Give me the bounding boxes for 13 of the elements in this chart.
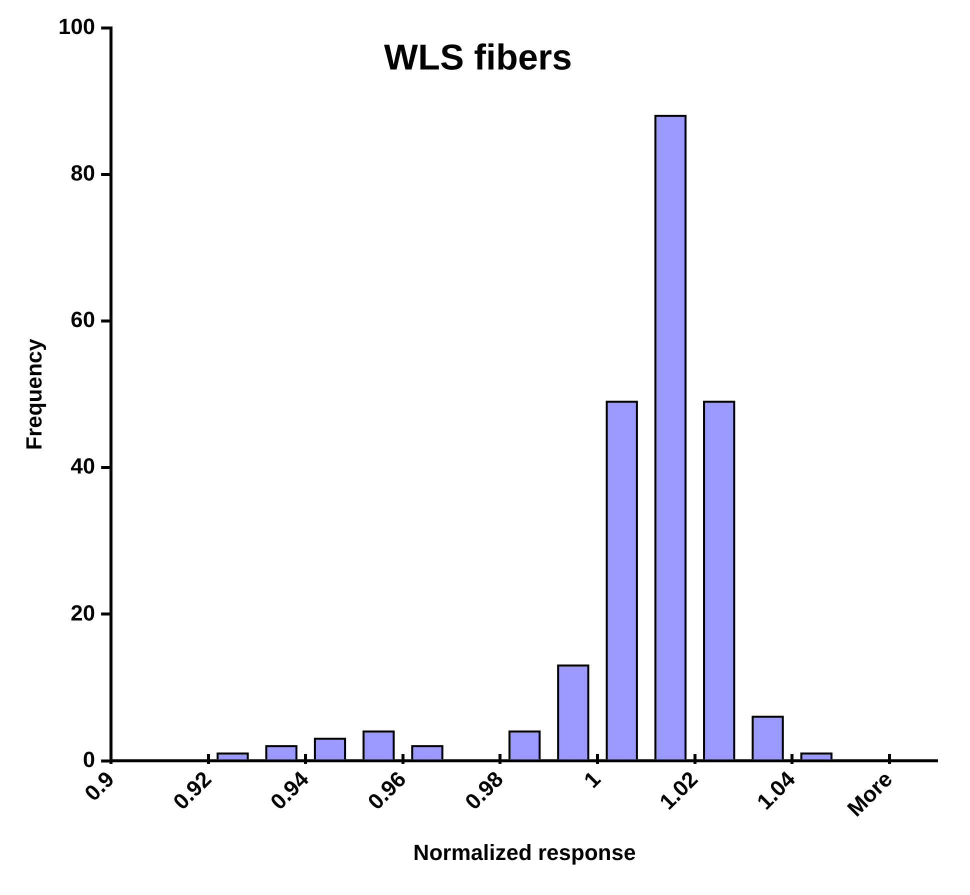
x-tick-label: 1: [578, 766, 606, 793]
y-axis-title: Frequency: [21, 338, 46, 450]
y-tick-label: 100: [58, 14, 96, 40]
y-tick-label: 60: [70, 307, 96, 332]
x-tick-label: 0.96: [362, 766, 411, 814]
x-axis-title: Normalized response: [413, 840, 636, 866]
x-tick-label: 0.94: [266, 766, 314, 814]
y-tick-label: 40: [70, 454, 96, 479]
x-tick-label: 0.92: [168, 766, 216, 814]
chart-title: WLS fibers: [384, 36, 572, 78]
x-tick-label: 0.98: [460, 766, 508, 814]
y-tick-label: 80: [70, 160, 96, 186]
y-tick-label: 20: [70, 600, 96, 626]
